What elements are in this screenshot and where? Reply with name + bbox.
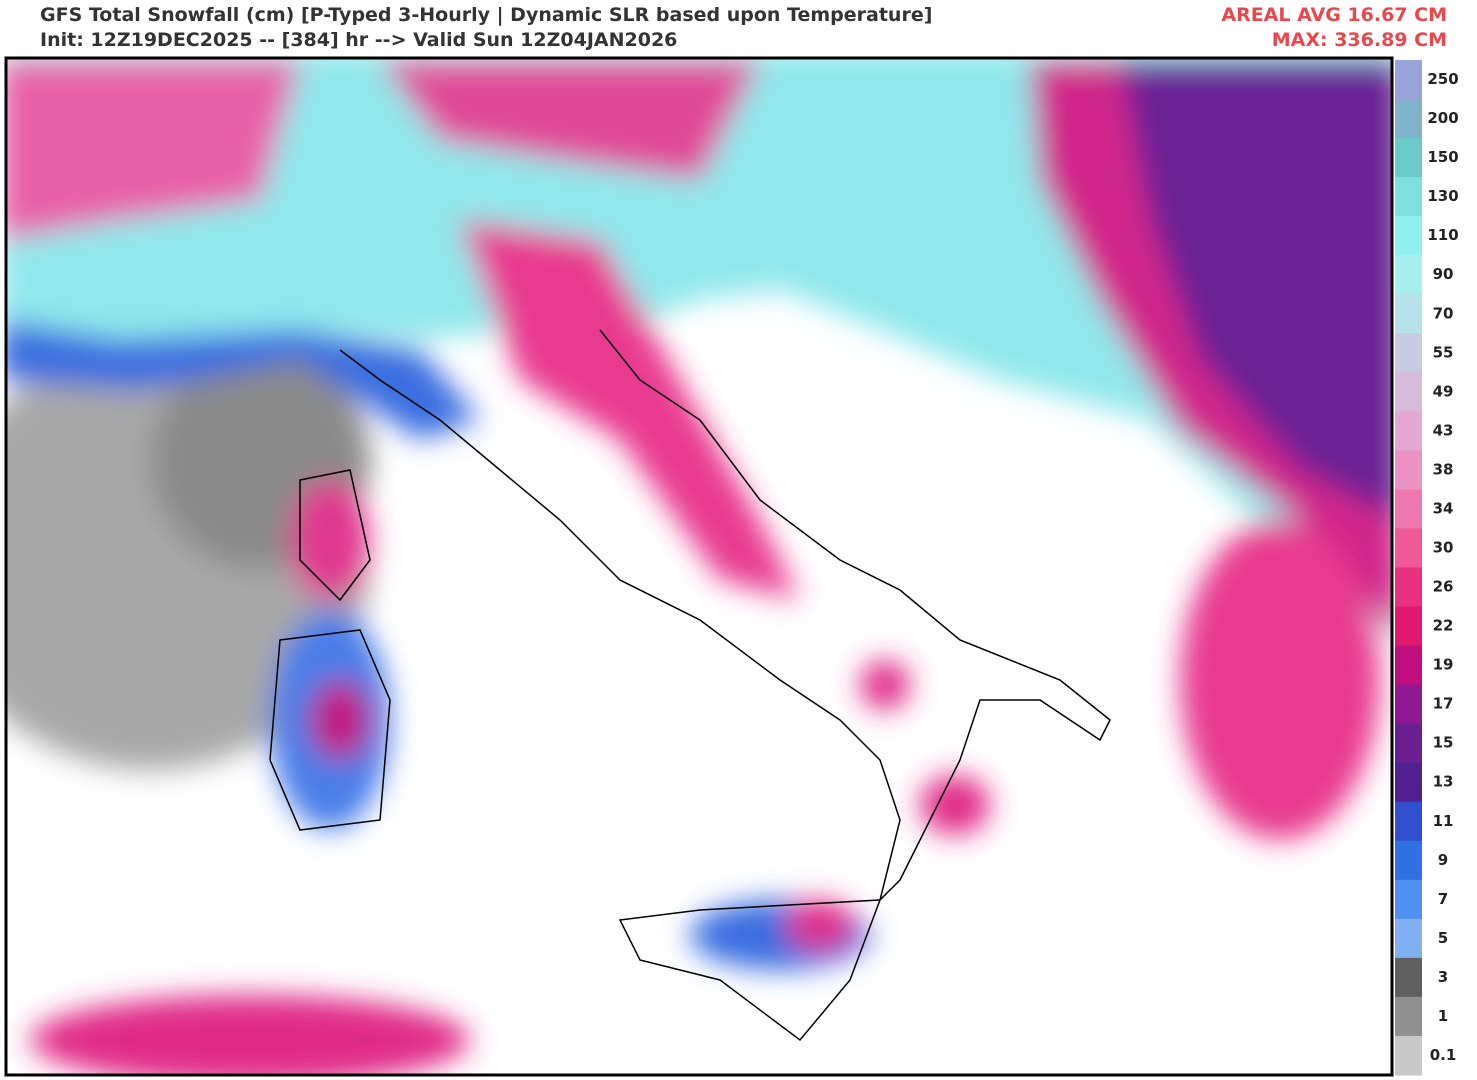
colorbar-label: 38 — [1433, 460, 1454, 478]
colorbar-bin — [1395, 99, 1422, 139]
colorbar-label: 26 — [1433, 578, 1454, 596]
colorbar-label: 5 — [1438, 929, 1448, 947]
colorbar-label: 9 — [1438, 851, 1448, 869]
colorbar-bin — [1395, 684, 1422, 725]
colorbar-bin — [1395, 528, 1422, 568]
colorbar-bin — [1395, 762, 1422, 803]
map-frame — [4, 56, 1394, 1077]
colorbar-bin — [1395, 606, 1422, 647]
colorbar-label: 110 — [1427, 226, 1458, 244]
colorbar-label: 43 — [1433, 421, 1454, 439]
snowfall-field — [6, 58, 1392, 1075]
colorbar-bin — [1395, 723, 1422, 764]
colorbar-bin — [1395, 60, 1422, 100]
colorbar-bin — [1395, 138, 1422, 178]
colorbar-label: 1 — [1438, 1007, 1448, 1025]
colorbar-bin — [1395, 255, 1422, 295]
colorbar-bin — [1395, 957, 1422, 998]
colorbar-bin — [1395, 372, 1422, 412]
colorbar-label: 49 — [1433, 382, 1454, 400]
colorbar-bin — [1395, 333, 1422, 373]
colorbar-label: 30 — [1433, 538, 1454, 556]
colorbar-bin — [1395, 216, 1422, 256]
colorbar-bin — [1395, 450, 1422, 490]
title: GFS Total Snowfall (cm) [P-Typed 3-Hourl… — [40, 4, 933, 26]
colorbar-label: 55 — [1433, 343, 1454, 361]
colorbar-label: 250 — [1427, 70, 1458, 88]
colorbar-label: 90 — [1433, 265, 1454, 283]
colorbar: 2502001501301109070554943383430262219171… — [1395, 60, 1459, 1076]
colorbar-bin — [1395, 177, 1422, 217]
colorbar-label: 7 — [1438, 890, 1448, 908]
colorbar-label: 3 — [1438, 968, 1448, 986]
colorbar-bin — [1395, 918, 1422, 959]
colorbar-bin — [1395, 294, 1422, 334]
colorbar-label: 15 — [1433, 734, 1454, 752]
colorbar-label: 0.1 — [1430, 1046, 1457, 1064]
colorbar-bin — [1395, 879, 1422, 920]
colorbar-bin — [1395, 567, 1422, 608]
colorbar-bin — [1395, 645, 1422, 686]
colorbar-label: 11 — [1433, 812, 1454, 830]
colorbar-label: 13 — [1433, 773, 1454, 791]
areal-avg: AREAL AVG 16.67 CM — [1221, 4, 1447, 26]
colorbar-label: 22 — [1433, 617, 1454, 635]
colorbar-label: 200 — [1427, 109, 1458, 127]
colorbar-bin — [1395, 1035, 1422, 1076]
colorbar-label: 19 — [1433, 656, 1454, 674]
max-value: MAX: 336.89 CM — [1271, 29, 1447, 51]
colorbar-bin — [1395, 411, 1422, 451]
coastline — [269, 329, 1111, 1042]
colorbar-label: 34 — [1433, 499, 1454, 517]
colorbar-label: 150 — [1427, 148, 1458, 166]
colorbar-bin — [1395, 489, 1422, 529]
colorbar-bin — [1395, 996, 1422, 1037]
colorbar-bin — [1395, 801, 1422, 842]
colorbar-bin — [1395, 840, 1422, 881]
colorbar-label: 17 — [1433, 695, 1454, 713]
colorbar-label: 70 — [1433, 304, 1454, 322]
subtitle: Init: 12Z19DEC2025 -- [384] hr --> Valid… — [40, 29, 678, 51]
colorbar-label: 130 — [1427, 187, 1458, 205]
